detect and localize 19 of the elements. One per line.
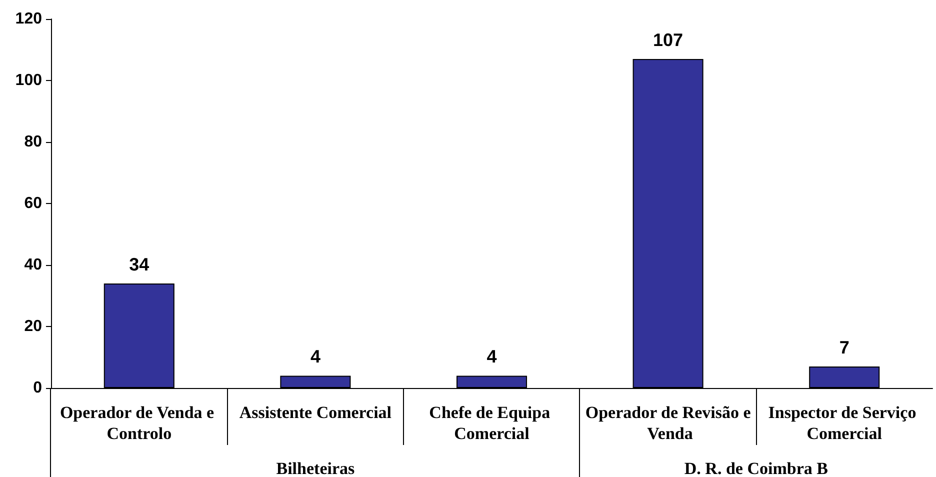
y-tick-label: 100 [15,72,42,89]
text: D. R. de Coimbra B [683,459,829,477]
text: Bilheteiras [275,459,356,477]
y-tick-label: 20 [24,318,42,335]
data-label: 107 [653,30,684,50]
y-tick-label: 40 [24,256,42,274]
x-tick-label: Operador de Venda e Controlo [60,403,218,443]
data-label: 4 [310,346,320,367]
y-tick-label: 60 [24,195,42,212]
y-tick-label: 0 [33,380,42,396]
x-tick-label: Operador de Revisão e Venda [585,403,752,443]
data-label: 4 [486,346,497,367]
data-label: 7 [839,337,850,358]
x-tick-label: Assistente Comercial [239,403,392,422]
data-label: 34 [129,254,150,274]
y-tick-label: 120 [15,10,42,28]
y-tick-label: 80 [24,134,42,150]
x-tick-label: Inspector de Serviço Comercial [768,403,920,443]
x-tick-label: Chefe de Equipa Comercial [429,403,554,443]
